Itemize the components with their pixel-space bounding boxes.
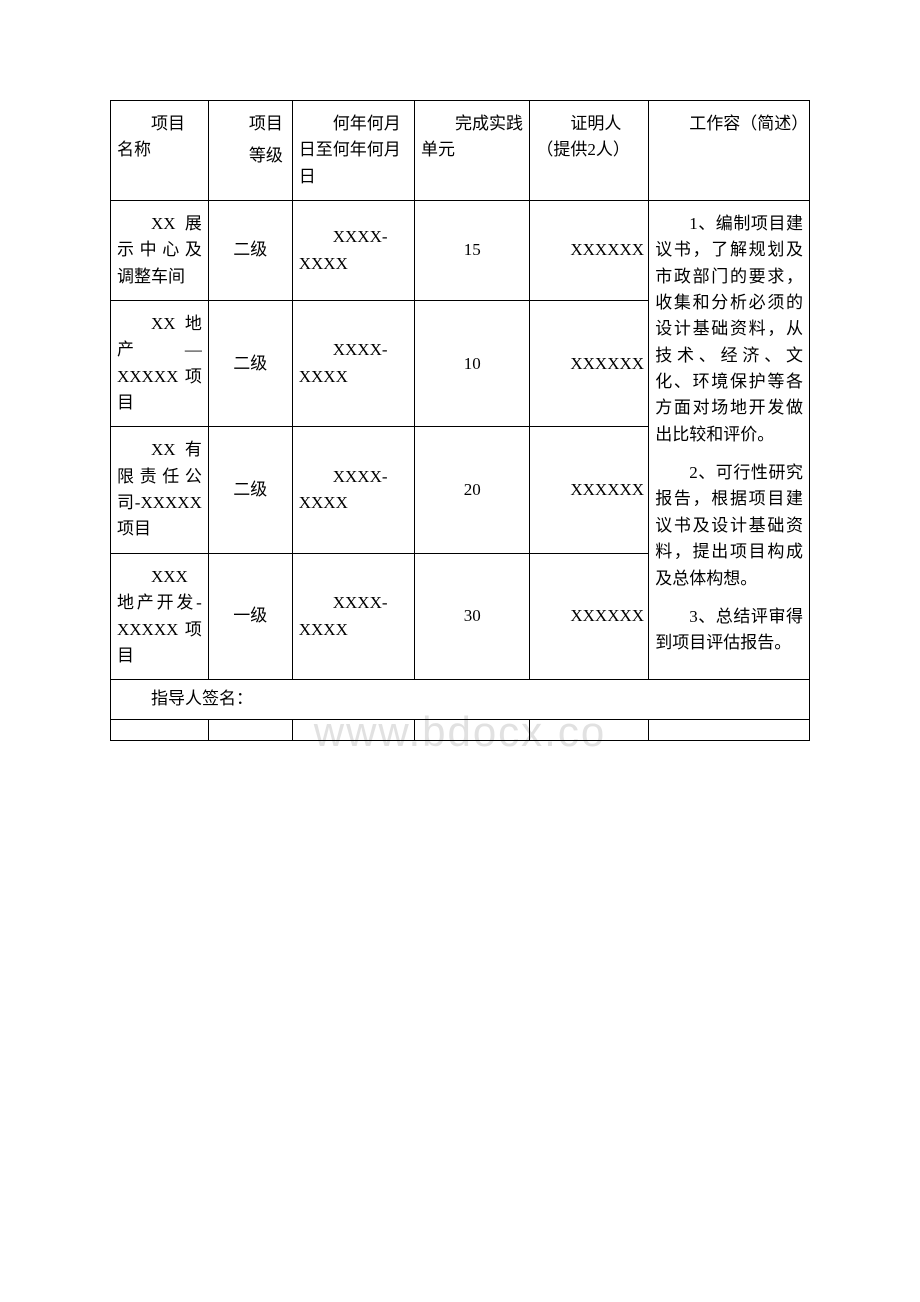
cell-level: 二级 (208, 301, 292, 427)
header-witness: 证明人（提供2人） (530, 101, 649, 201)
cell-dates: XXXX-XXXX (292, 427, 414, 553)
empty-cell (530, 719, 649, 740)
header-units: 完成实践单元 (415, 101, 530, 201)
header-project-name: 项目名称 (111, 101, 209, 201)
cell-project-name: XXX地产开发-XXXXX项目 (111, 553, 209, 679)
cell-units: 20 (415, 427, 530, 553)
cell-project-name: XX展示中心及调整车间 (111, 201, 209, 301)
cell-dates: XXXX-XXXX (292, 201, 414, 301)
table-header-row: 项目名称 项目 等级 何年何月日至何年何月日 完成实践单元 证明人（提供2人） … (111, 101, 810, 201)
cell-level: 二级 (208, 427, 292, 553)
empty-cell (111, 719, 209, 740)
header-work-content: 工作容（简述） (649, 101, 810, 201)
cell-dates: XXXX-XXXX (292, 301, 414, 427)
signature-row: 指导人签名： (111, 680, 810, 719)
cell-project-name: XX有限责任公司-XXXXX项目 (111, 427, 209, 553)
cell-project-name: XX地产—XXXXX项目 (111, 301, 209, 427)
empty-cell (649, 719, 810, 740)
empty-cell (208, 719, 292, 740)
empty-cell (415, 719, 530, 740)
empty-row (111, 719, 810, 740)
cell-witness: XXXXXX (530, 301, 649, 427)
cell-level: 二级 (208, 201, 292, 301)
cell-witness: XXXXXX (530, 201, 649, 301)
header-project-level: 项目 等级 (208, 101, 292, 201)
cell-units: 15 (415, 201, 530, 301)
project-table: 项目名称 项目 等级 何年何月日至何年何月日 完成实践单元 证明人（提供2人） … (110, 100, 810, 741)
cell-witness: XXXXXX (530, 553, 649, 679)
cell-work-content: 1、编制项目建议书，了解规划及市政部门的要求，收集和分析必须的设计基础资料，从技… (649, 201, 810, 680)
signature-cell: 指导人签名： (111, 680, 810, 719)
table-row: XX展示中心及调整车间 二级 XXXX-XXXX 15 XXXXXX 1、编制项… (111, 201, 810, 301)
cell-units: 30 (415, 553, 530, 679)
header-date-range: 何年何月日至何年何月日 (292, 101, 414, 201)
cell-units: 10 (415, 301, 530, 427)
cell-witness: XXXXXX (530, 427, 649, 553)
cell-dates: XXXX-XXXX (292, 553, 414, 679)
empty-cell (292, 719, 414, 740)
cell-level: 一级 (208, 553, 292, 679)
